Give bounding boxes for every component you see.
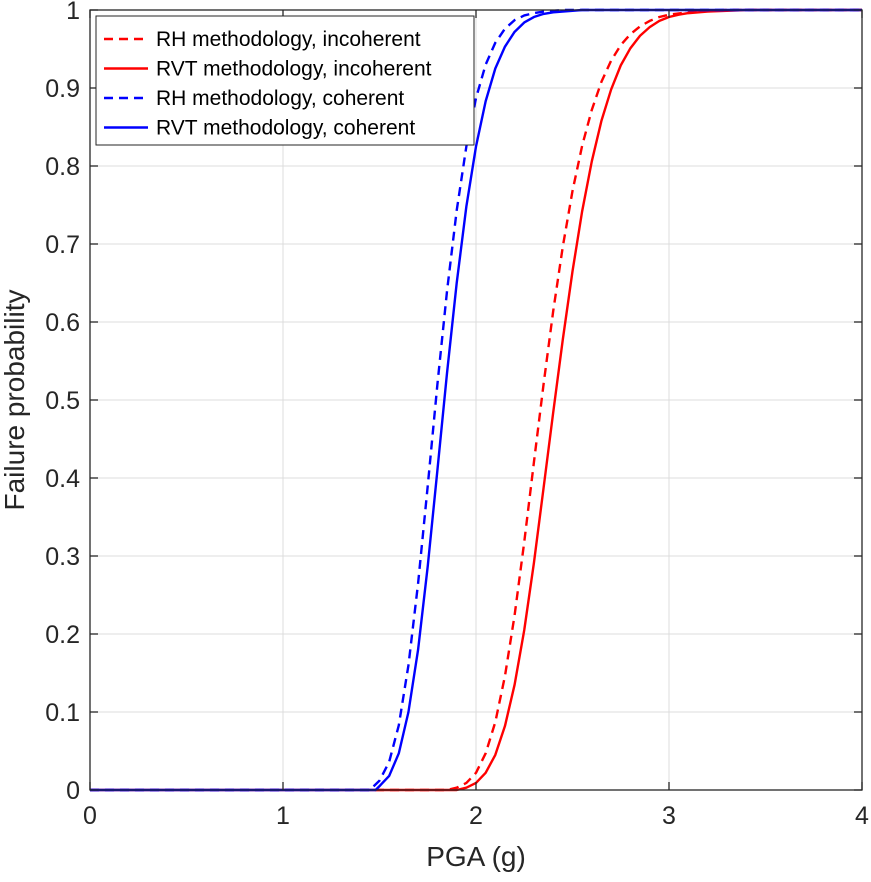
legend-box — [95, 15, 475, 146]
y-tick-label: 0.2 — [45, 621, 80, 649]
y-tick-label: 0.7 — [45, 231, 80, 259]
legend-label-1: RH methodology, incoherent — [156, 28, 421, 51]
series-line-2 — [90, 8, 862, 792]
legend: RH methodology, incoherent RVT methodolog… — [95, 15, 475, 146]
y-tick-label: 0.5 — [45, 387, 80, 415]
x-axis-title: PGA (g) — [426, 841, 526, 872]
legend-label-4: RVT methodology, coherent — [156, 117, 415, 140]
grid-lines — [90, 10, 862, 790]
y-tick-label: 1 — [66, 0, 80, 25]
y-tick-label: 0.8 — [45, 153, 80, 181]
y-tick-label: 0.6 — [45, 309, 80, 337]
x-tick-label: 3 — [662, 802, 676, 830]
y-tick-label: 0.1 — [45, 699, 80, 727]
y-tick-label: 0.9 — [45, 75, 80, 103]
axis-ticks — [89, 9, 863, 791]
x-tick-label: 4 — [855, 802, 869, 830]
y-tick-label: 0.4 — [45, 465, 80, 493]
y-tick-label: 0 — [66, 777, 80, 805]
y-tick-label: 0.3 — [45, 543, 80, 571]
x-tick-label: 1 — [276, 802, 290, 830]
y-axis-title: Failure probability — [0, 290, 30, 511]
x-tick-label: 2 — [469, 802, 483, 830]
legend-label-2: RVT methodology, incoherent — [156, 58, 432, 81]
legend-label-3: RH methodology, coherent — [156, 87, 404, 110]
x-tick-label: 0 — [83, 802, 97, 830]
tick-labels: 0 1 2 3 4 0 0.1 0.2 0.3 0.4 0.5 0.6 0.7 0.8 0.9 1 — [45, 0, 869, 830]
